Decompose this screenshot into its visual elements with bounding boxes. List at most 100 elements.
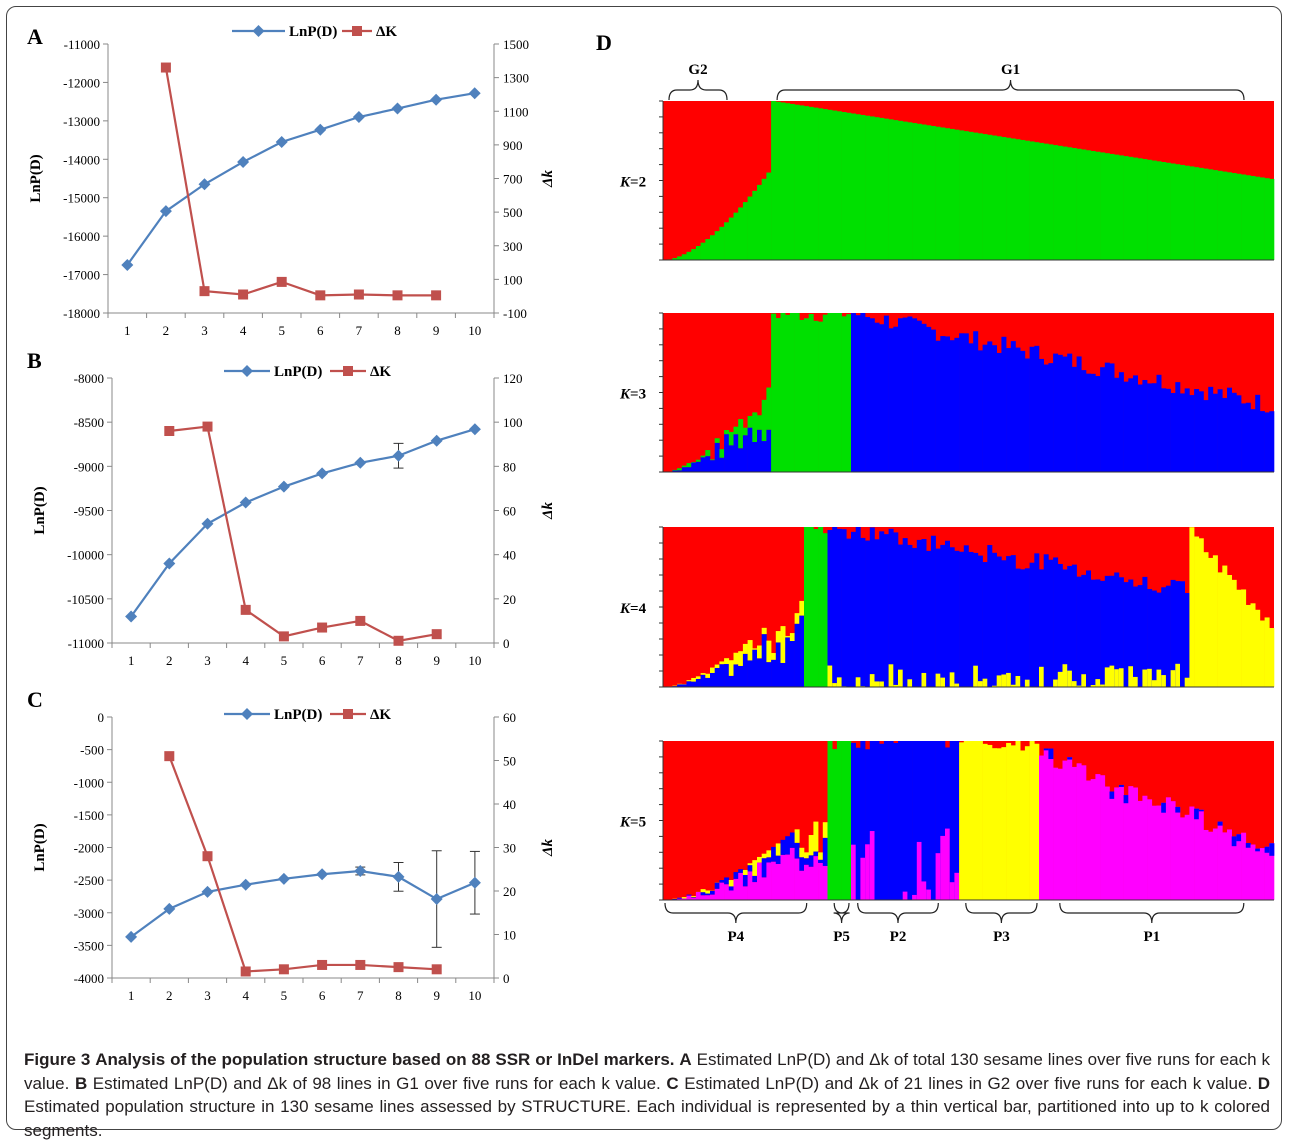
structure-bar [973,133,978,260]
structure-bar [926,551,931,687]
structure-bar [837,677,842,687]
structure-bar [1185,593,1190,687]
structure-bar [1227,575,1232,687]
structure-bar [846,741,851,900]
panel-c-series-lnp-line [131,871,475,937]
structure-bar [1063,664,1068,687]
structure-bar [1161,675,1166,687]
panel-a-y-tick-label: -14000 [63,152,100,167]
structure-bar [973,741,978,900]
structure-bar [818,852,823,859]
structure-bar [950,882,955,900]
brace-bottom-p3-shape [966,903,1037,923]
structure-bar [687,680,692,681]
structure-bar [719,449,724,458]
structure-row-label-value: =3 [630,387,646,403]
structure-bar [1194,537,1199,687]
panel-c-y-tick-label: -500 [80,743,104,758]
structure-bar [701,456,706,458]
structure-bar [931,741,936,900]
panel-b-y2-axis-label: Δk [540,502,556,520]
panel-c-x-tick-label: 5 [281,988,288,1003]
structure-bar [922,673,927,687]
structure-bar [1011,555,1016,687]
panel-b-lnp-point [469,423,481,435]
panel-b-dk-point [394,636,404,646]
structure-bar [813,321,818,472]
structure-bar [1236,590,1241,687]
structure-bar [1222,398,1227,472]
panel-b-dk-point [241,605,251,615]
panel-b-y2-tick-label: 80 [503,459,516,474]
structure-bar [940,545,945,687]
structure-bar [724,877,729,884]
structure-bar [879,681,884,687]
structure-bar [945,336,950,472]
structure-bar [1072,148,1077,260]
panel-b-dk-point [164,426,174,436]
panel-b-y-tick-label: -10000 [67,548,104,563]
structure-bar [1185,815,1190,900]
structure-bar [945,541,950,687]
panel-c-y2-tick-label: 40 [503,797,516,812]
structure-bar [842,112,847,260]
structure-bar [691,463,696,472]
structure-bar [1161,388,1166,472]
structure-bar [983,134,988,260]
panel-c-lnp-point [278,873,290,885]
structure-bar [898,121,903,260]
structure-bar [734,653,739,665]
panel-a-legend-lnp-label: LnP(D) [289,24,337,40]
structure-bar [893,120,898,260]
structure-bar [771,314,776,472]
structure-bar [1072,681,1077,687]
structure-bar [950,741,955,900]
structure-bar [1208,169,1213,260]
structure-bar [997,675,1002,687]
panel-c-y-tick-label: 0 [98,710,105,725]
structure-bar [1260,177,1265,260]
structure-bar [752,191,757,260]
structure-bar [917,842,922,900]
panel-d-letter: D [596,30,612,55]
panel-b-y2-tick-label: 60 [503,504,516,519]
brace-top-g1-shape [777,80,1244,100]
structure-bar [1185,166,1190,260]
panel-a-y-tick-label: -13000 [63,114,100,129]
structure-bar [1213,829,1218,900]
panel-a-series-lnp-line [127,93,474,265]
structure-bar [1006,743,1011,900]
structure-bar [945,829,950,900]
structure-bar [1161,162,1166,260]
structure-bar [1020,140,1025,260]
panel-b-lnp-point [240,497,252,509]
structure-bar [682,467,687,472]
structure-bar [795,829,800,842]
structure-bar [776,318,781,472]
brace-top-g1 [777,80,1244,100]
structure-bar [1053,557,1058,687]
structure-bar [687,467,692,472]
panel-c-legend-lnp-marker [241,708,253,720]
structure-bar [1189,166,1194,260]
structure-bar [691,249,696,260]
structure-bar [1222,566,1227,687]
structure-bar [1077,356,1082,472]
panel-a-y2-tick-label: 100 [503,272,523,287]
structure-bar [1199,810,1204,900]
structure-bar [762,858,767,877]
structure-bar [997,557,1002,687]
structure-bar [729,445,734,472]
panel-b-lnp-point [354,457,366,469]
brace-bottom-p2 [858,903,939,923]
structure-bar [889,119,894,260]
structure-bar [837,313,842,472]
structure-bar [1246,605,1251,687]
structure-bar [781,626,786,663]
brace-bottom-p1-label: P1 [1143,929,1160,945]
caption-part-d-text: Estimated population structure in 130 se… [24,1097,1270,1140]
structure-bar [987,545,992,687]
structure-bar [898,741,903,900]
structure-bar [1105,153,1110,260]
structure-bar [851,313,856,472]
